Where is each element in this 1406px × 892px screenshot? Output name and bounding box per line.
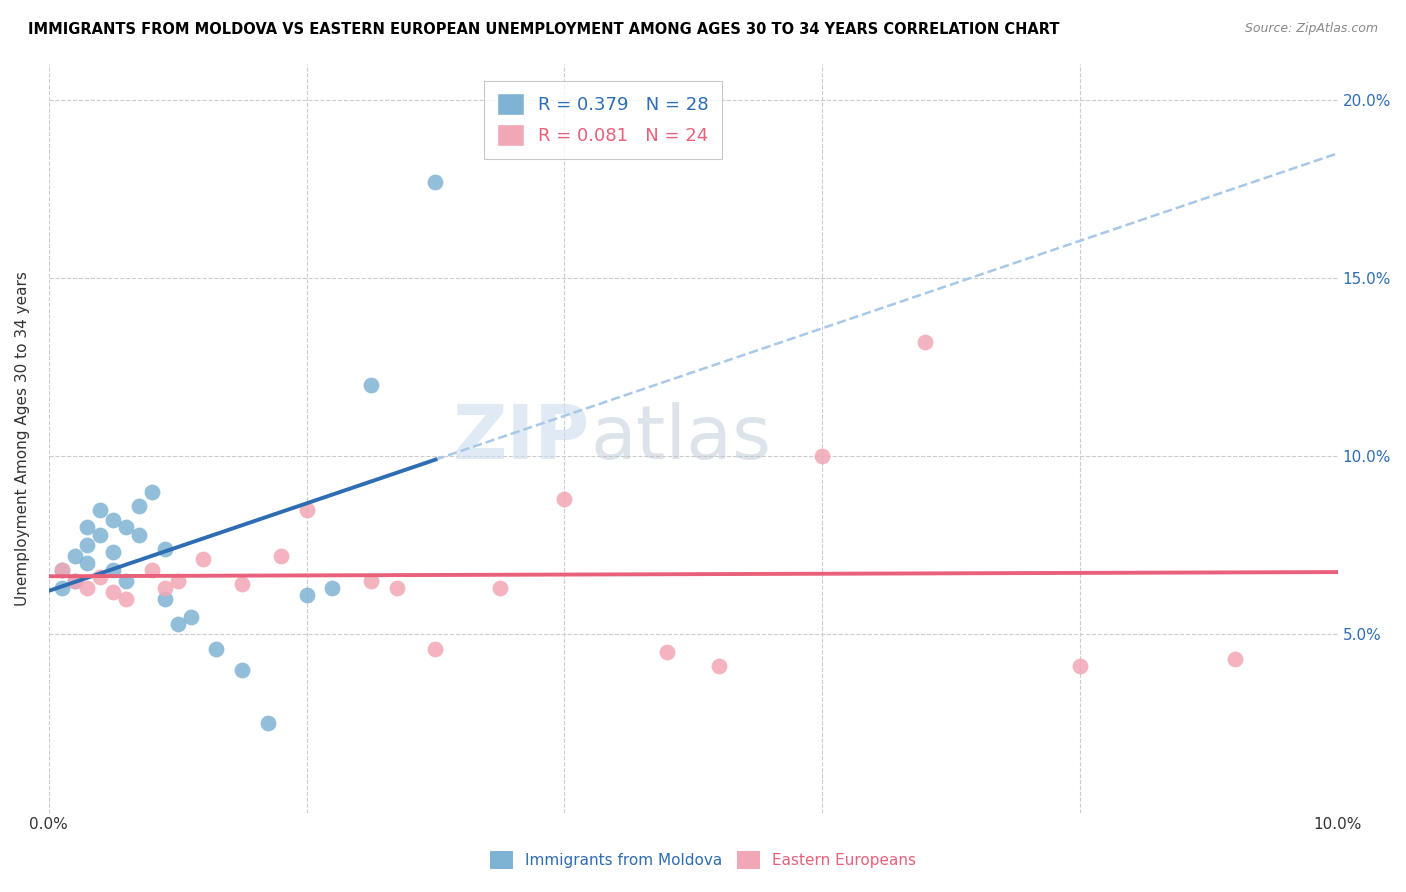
Point: [553, 491, 575, 506]
Point: [425, 175, 447, 189]
Point: [76, 538, 98, 552]
Y-axis label: Unemployment Among Ages 30 to 34 years: Unemployment Among Ages 30 to 34 years: [15, 271, 30, 606]
Point: [295, 502, 318, 516]
Point: [51, 563, 73, 577]
Point: [811, 449, 834, 463]
Point: [385, 581, 408, 595]
Point: [193, 552, 215, 566]
Text: Source: ZipAtlas.com: Source: ZipAtlas.com: [1244, 22, 1378, 36]
Point: [153, 581, 176, 595]
Point: [89, 502, 111, 516]
Point: [63, 574, 86, 588]
Point: [360, 574, 382, 588]
Point: [231, 663, 253, 677]
Point: [360, 377, 382, 392]
Point: [141, 484, 163, 499]
Point: [231, 577, 253, 591]
Text: ZIP: ZIP: [453, 401, 591, 475]
Point: [51, 563, 73, 577]
Text: atlas: atlas: [591, 401, 770, 475]
Point: [166, 574, 188, 588]
Point: [295, 588, 318, 602]
Point: [1223, 652, 1246, 666]
Point: [1069, 659, 1091, 673]
Point: [76, 556, 98, 570]
Text: IMMIGRANTS FROM MOLDOVA VS EASTERN EUROPEAN UNEMPLOYMENT AMONG AGES 30 TO 34 YEA: IMMIGRANTS FROM MOLDOVA VS EASTERN EUROP…: [28, 22, 1060, 37]
Point: [103, 545, 125, 559]
Point: [180, 609, 202, 624]
Point: [115, 574, 138, 588]
Point: [153, 541, 176, 556]
Point: [63, 574, 86, 588]
Point: [89, 527, 111, 541]
Point: [89, 570, 111, 584]
Point: [128, 499, 150, 513]
Legend: Immigrants from Moldova, Eastern Europeans: Immigrants from Moldova, Eastern Europea…: [484, 845, 922, 875]
Point: [914, 334, 936, 349]
Point: [51, 581, 73, 595]
Point: [103, 563, 125, 577]
Point: [425, 641, 447, 656]
Legend: R = 0.379   N = 28, R = 0.081   N = 24: R = 0.379 N = 28, R = 0.081 N = 24: [484, 80, 721, 159]
Point: [205, 641, 228, 656]
Point: [76, 581, 98, 595]
Point: [489, 581, 512, 595]
Point: [115, 520, 138, 534]
Point: [141, 563, 163, 577]
Point: [115, 591, 138, 606]
Point: [103, 584, 125, 599]
Point: [103, 513, 125, 527]
Point: [257, 716, 280, 731]
Point: [321, 581, 343, 595]
Point: [153, 591, 176, 606]
Point: [270, 549, 292, 563]
Point: [63, 549, 86, 563]
Point: [76, 520, 98, 534]
Point: [166, 616, 188, 631]
Point: [657, 645, 679, 659]
Point: [707, 659, 730, 673]
Point: [128, 527, 150, 541]
